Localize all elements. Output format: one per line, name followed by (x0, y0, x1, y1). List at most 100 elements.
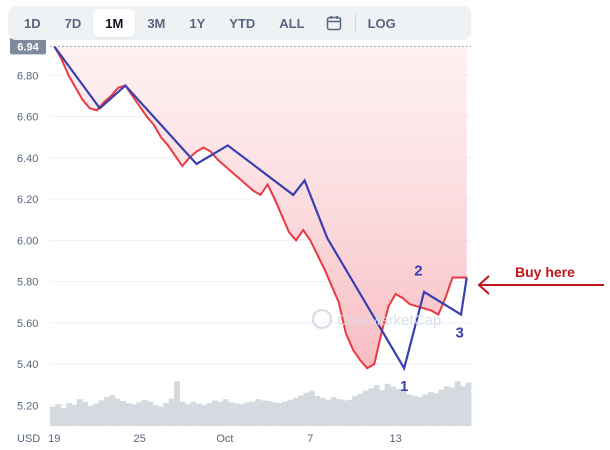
volume-bar (433, 393, 440, 426)
volume-bar (168, 398, 175, 426)
y-tick-label: 6.80 (17, 70, 38, 82)
volume-bar (379, 390, 386, 426)
volume-bar (406, 394, 413, 426)
buy-here-label: Buy here (515, 264, 575, 280)
y-tick-label: 6.00 (17, 235, 38, 247)
volume-bar (330, 397, 337, 426)
y-axis-unit: USD (17, 433, 40, 445)
volume-bar (276, 402, 283, 426)
volume-bar (390, 386, 396, 426)
calendar-icon[interactable] (317, 9, 351, 37)
buy-arrow (477, 275, 604, 295)
volume-bar (438, 389, 445, 426)
volume-bar (325, 399, 332, 426)
wave-annotations: 1 2 3 (400, 262, 464, 395)
timeframe-1m[interactable]: 1M (93, 9, 136, 37)
volume-bar (384, 383, 391, 426)
volume-bar (319, 397, 326, 426)
volume-bar (449, 387, 456, 426)
volume-bar (71, 404, 78, 426)
volume-bar (120, 401, 126, 426)
timeframe-all[interactable]: ALL (279, 15, 305, 31)
volume-bar (314, 395, 321, 426)
toolbar-divider (354, 14, 356, 32)
y-tick-label: 6.20 (17, 194, 38, 206)
volume-bar (341, 400, 348, 426)
volume-bar (465, 382, 472, 426)
volume-bar (292, 397, 299, 426)
volume-bar (309, 390, 315, 426)
volume-bar (395, 388, 402, 426)
volume-bar (179, 401, 186, 426)
price-area (54, 46, 467, 369)
volume-bar (417, 397, 423, 426)
volume-bars (50, 381, 472, 426)
volume-bar (147, 401, 153, 426)
y-tick-label: 5.60 (17, 318, 38, 330)
volume-bar (265, 401, 272, 426)
volume-bar (255, 399, 261, 426)
timeframe-1y[interactable]: 1Y (189, 15, 206, 31)
volume-bar (206, 402, 213, 426)
volume-bar (222, 399, 229, 426)
watermark: CoinMarketCap (311, 308, 441, 330)
volume-bar (427, 392, 434, 426)
volume-bar (195, 403, 202, 426)
y-axis: 7.006.806.606.406.206.005.805.605.405.20 (17, 29, 38, 412)
timeframe-7d[interactable]: 7D (64, 15, 82, 31)
timeframe-ytd[interactable]: YTD (229, 15, 256, 31)
volume-bar (98, 400, 105, 426)
volume-bar (82, 401, 89, 426)
volume-bar (136, 402, 143, 426)
volume-bar (157, 406, 164, 426)
y-tick-label: 5.40 (17, 359, 38, 371)
volume-bar (238, 404, 245, 426)
volume-bar (217, 401, 224, 426)
trend-line (53, 45, 468, 372)
wave-label-3: 3 (455, 324, 463, 341)
volume-bar (454, 381, 461, 426)
x-tick-label: Oct (216, 433, 233, 445)
volume-bar (271, 402, 278, 426)
volume-bar (400, 390, 407, 426)
x-tick-label: 7 (307, 433, 313, 445)
volume-bar (363, 390, 369, 426)
timeframe-toolbar: 1D 7D 1M 3M 1Y YTD ALL LOG (8, 6, 471, 40)
volume-bar (109, 395, 116, 426)
x-tick-label: 13 (389, 433, 401, 445)
timeframe-1d[interactable]: 1D (24, 15, 41, 31)
volume-bar (346, 399, 353, 426)
volume-bar (152, 404, 159, 426)
volume-bar (422, 394, 429, 426)
volume-bar (190, 401, 197, 426)
volume-bar (352, 395, 359, 426)
volume-bar (260, 400, 267, 426)
volume-bar (282, 401, 288, 426)
watermark-text: CoinMarketCap (337, 312, 441, 329)
volume-bar (373, 385, 380, 426)
volume-bar (93, 403, 99, 426)
volume-bar (60, 408, 67, 426)
volume-bar (368, 388, 375, 426)
x-tick-label: 25 (133, 433, 145, 445)
volume-bar (303, 392, 310, 426)
volume-bar (287, 399, 294, 426)
volume-bar (114, 398, 121, 426)
volume-bar (211, 400, 218, 426)
volume-bar (184, 404, 191, 426)
volume-bar (357, 394, 364, 426)
volume-bar (103, 397, 110, 426)
volume-bar (76, 399, 83, 426)
volume-bar (444, 386, 450, 426)
volume-bar (163, 402, 170, 426)
y-tick-label: 6.40 (17, 153, 38, 165)
volume-bar (298, 395, 305, 426)
wave-label-2: 2 (414, 262, 422, 279)
volume-bar (141, 399, 148, 426)
volume-bar (50, 406, 56, 426)
volume-bar (130, 404, 137, 426)
timeframe-3m[interactable]: 3M (147, 15, 166, 31)
volume-bar (249, 401, 256, 426)
log-scale-button[interactable]: LOG (367, 15, 396, 31)
